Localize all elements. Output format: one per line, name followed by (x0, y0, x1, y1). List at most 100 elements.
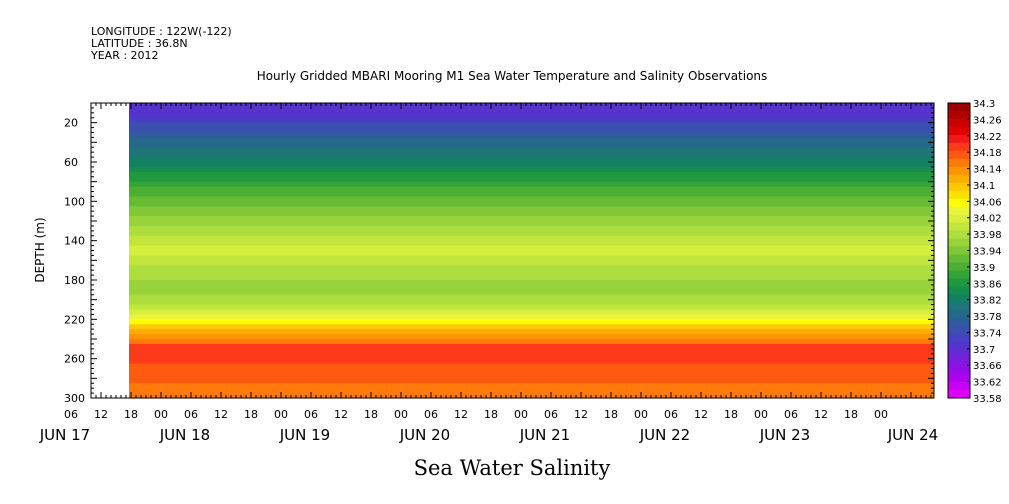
colorbar-label: 33.78 (973, 312, 1002, 323)
salinity-band (129, 284, 934, 291)
colorbar-swatch (948, 150, 970, 160)
salinity-band (129, 363, 934, 370)
x-hour-label: 12 (574, 408, 588, 421)
salinity-band (129, 186, 934, 193)
colorbar-swatch (948, 206, 970, 216)
colorbar-label: 33.62 (973, 378, 1002, 389)
salinity-band (129, 289, 934, 296)
x-hour-label: 00 (274, 408, 288, 421)
colorbar-label: 33.82 (973, 296, 1002, 307)
x-hour-label: 06 (184, 408, 198, 421)
colorbar-label: 34.06 (973, 197, 1002, 208)
salinity-band (129, 383, 934, 389)
salinity-band (129, 299, 934, 306)
x-hour-label: 18 (244, 408, 258, 421)
salinity-band (129, 206, 934, 212)
x-hour-label: 06 (304, 408, 318, 421)
y-tick-label: 180 (64, 274, 85, 287)
salinity-band (129, 378, 934, 384)
x-hour-label: 12 (694, 408, 708, 421)
colorbar-swatch (948, 230, 970, 239)
colorbar-swatch (948, 294, 970, 303)
salinity-band (129, 324, 934, 330)
salinity-band (129, 368, 934, 375)
x-day-label: JUN 17 (39, 426, 90, 444)
x-hour-label: 18 (724, 408, 738, 421)
salinity-band (129, 147, 934, 153)
salinity-band (129, 353, 934, 360)
x-hour-label: 06 (424, 408, 438, 421)
colorbar-swatch (948, 158, 970, 168)
salinity-band (129, 211, 934, 217)
colorbar-swatch (948, 310, 970, 319)
salinity-band (129, 270, 934, 276)
x-hour-label: 12 (214, 408, 228, 421)
salinity-band (129, 319, 934, 325)
plot-area (91, 103, 934, 399)
salinity-band (129, 235, 934, 242)
colorbar-swatch (948, 350, 970, 359)
salinity-band (129, 294, 934, 301)
salinity-band (129, 152, 934, 158)
colorbar-label: 34.26 (973, 115, 1002, 126)
y-tick-label: 260 (64, 353, 85, 366)
x-hour-label: 12 (94, 408, 108, 421)
salinity-band (129, 280, 934, 286)
x-hour-label: 06 (64, 408, 78, 421)
x-hour-label: 06 (784, 408, 798, 421)
salinity-band (129, 260, 934, 266)
colorbar-swatch (948, 110, 970, 120)
colorbar-swatch (948, 278, 970, 287)
colorbar-label: 34.18 (973, 148, 1002, 159)
salinity-band (129, 132, 934, 139)
salinity-band (129, 343, 934, 350)
colorbar-swatch (948, 190, 970, 200)
colorbar-label: 34.22 (973, 132, 1002, 143)
x-hour-label: 00 (514, 408, 528, 421)
salinity-band (129, 176, 934, 183)
salinity-band (129, 373, 934, 379)
salinity-band (129, 230, 934, 237)
salinity-band (129, 240, 934, 247)
salinity-band (129, 275, 934, 281)
salinity-band (129, 314, 934, 320)
x-day-label: JUN 19 (279, 426, 330, 444)
y-tick-label: 140 (64, 235, 85, 248)
colorbar-swatch (948, 318, 970, 327)
x-hour-label: 18 (364, 408, 378, 421)
salinity-band (129, 348, 934, 355)
x-day-label: JUN 21 (519, 426, 570, 444)
x-hour-label: 12 (334, 408, 348, 421)
x-axis: 06 12 18 00 06 12 18 00 06 12 18 00 06 12 18 00 06 12 18 00… (39, 103, 938, 444)
salinity-band (129, 166, 934, 173)
chart-title: Hourly Gridded MBARI Mooring M1 Sea Wate… (257, 69, 768, 83)
y-tick-label: 100 (64, 195, 85, 208)
colorbar-label: 34.1 (973, 181, 995, 192)
salinity-band (129, 191, 934, 198)
salinity-band (129, 137, 934, 143)
colorbar-label: 34.02 (973, 214, 1002, 225)
colorbar: 34.3 34.26 34.22 34.18 34.14 34.1 34.06 34.02 33… (947, 99, 1002, 405)
x-hour-label: 12 (814, 408, 828, 421)
salinity-band (129, 162, 934, 168)
colorbar-label: 33.58 (973, 394, 1002, 405)
x-day-label: JUN 18 (159, 426, 210, 444)
colorbar-swatch (948, 358, 970, 367)
colorbar-label: 33.98 (973, 230, 1002, 241)
x-hour-label: 00 (154, 408, 168, 421)
salinity-band (129, 329, 934, 335)
colorbar-swatch (948, 222, 970, 231)
y-tick-label: 300 (64, 392, 85, 405)
x-day-label: JUN 24 (887, 426, 938, 444)
x-hour-label: 00 (634, 408, 648, 421)
x-day-label: JUN 22 (639, 426, 690, 444)
y-axis: 20 60 100 140 180 220 260 300 (64, 107, 934, 405)
bottom-label: Sea Water Salinity (414, 456, 611, 480)
colorbar-label: 34.3 (973, 99, 995, 110)
salinity-band (129, 201, 934, 207)
y-tick-label: 220 (64, 313, 85, 326)
salinity-band (129, 245, 934, 252)
salinity-band (129, 112, 934, 119)
colorbar-swatch (948, 246, 970, 255)
